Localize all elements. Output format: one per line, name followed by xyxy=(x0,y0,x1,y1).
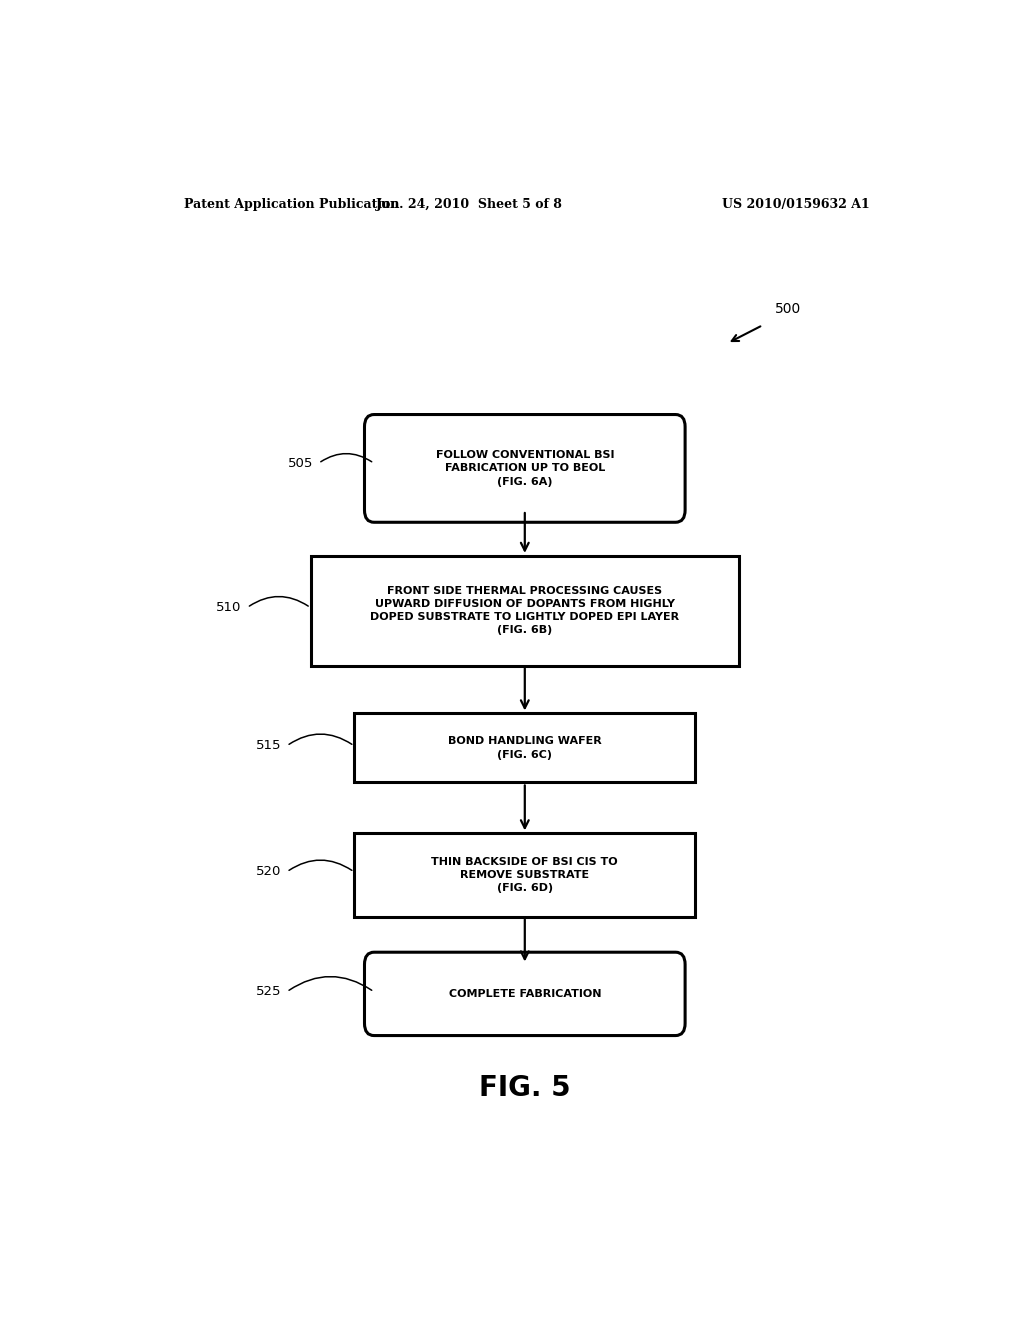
Text: Jun. 24, 2010  Sheet 5 of 8: Jun. 24, 2010 Sheet 5 of 8 xyxy=(376,198,562,211)
Bar xyxy=(354,833,695,916)
Text: 515: 515 xyxy=(256,739,282,752)
Text: 520: 520 xyxy=(256,866,282,878)
FancyBboxPatch shape xyxy=(365,414,685,523)
Text: Patent Application Publication: Patent Application Publication xyxy=(183,198,399,211)
Text: BOND HANDLING WAFER
(FIG. 6C): BOND HANDLING WAFER (FIG. 6C) xyxy=(447,737,602,759)
Text: COMPLETE FABRICATION: COMPLETE FABRICATION xyxy=(449,989,601,999)
Text: FRONT SIDE THERMAL PROCESSING CAUSES
UPWARD DIFFUSION OF DOPANTS FROM HIGHLY
DOP: FRONT SIDE THERMAL PROCESSING CAUSES UPW… xyxy=(371,586,679,635)
Bar xyxy=(354,713,695,783)
Text: FIG. 5: FIG. 5 xyxy=(479,1074,570,1102)
Text: 500: 500 xyxy=(775,302,801,315)
Text: 510: 510 xyxy=(216,601,242,614)
Text: THIN BACKSIDE OF BSI CIS TO
REMOVE SUBSTRATE
(FIG. 6D): THIN BACKSIDE OF BSI CIS TO REMOVE SUBST… xyxy=(431,857,618,894)
Text: 505: 505 xyxy=(288,457,313,470)
Text: US 2010/0159632 A1: US 2010/0159632 A1 xyxy=(722,198,870,211)
FancyBboxPatch shape xyxy=(365,952,685,1036)
Bar xyxy=(310,556,739,665)
Text: FOLLOW CONVENTIONAL BSI
FABRICATION UP TO BEOL
(FIG. 6A): FOLLOW CONVENTIONAL BSI FABRICATION UP T… xyxy=(435,450,614,487)
Text: 525: 525 xyxy=(256,985,282,998)
